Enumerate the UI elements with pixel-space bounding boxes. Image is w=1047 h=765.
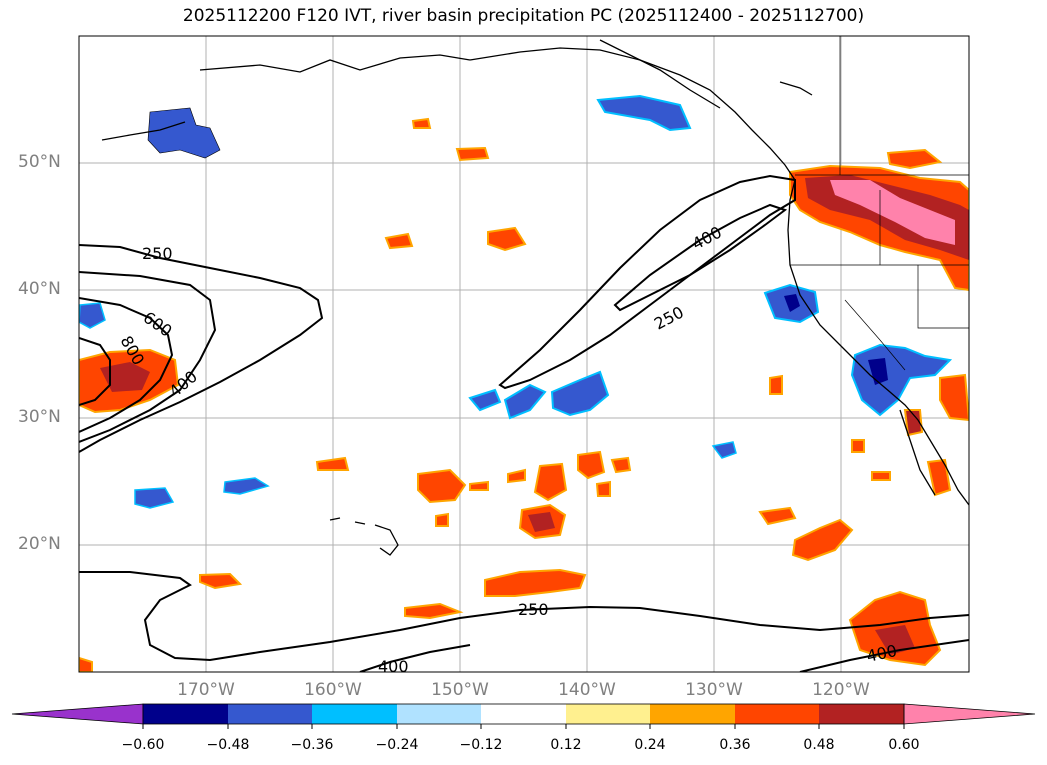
plot-area xyxy=(79,36,969,672)
political-borders xyxy=(790,36,969,371)
colorbar-tick-label: −0.36 xyxy=(290,737,334,753)
colorbar-tick-label: 0.60 xyxy=(888,737,920,753)
colorbar-extend-left xyxy=(11,703,144,725)
colorbar-tick-label: 0.12 xyxy=(550,737,582,753)
coastlines xyxy=(101,39,969,556)
lat-label-40n: 40°N xyxy=(18,279,61,299)
lon-label-120w: 120°W xyxy=(812,680,870,700)
lon-label-140w: 140°W xyxy=(558,680,616,700)
colorbar-tick-label: −0.60 xyxy=(121,737,165,753)
lon-label-130w: 130°W xyxy=(685,680,743,700)
colorbar-segment xyxy=(819,704,904,724)
colorbar-segment xyxy=(481,704,566,724)
lat-label-30n: 30°N xyxy=(18,407,61,427)
lon-label-160w: 160°W xyxy=(304,680,362,700)
colorbar-segment xyxy=(312,704,397,724)
colorbar-tick-label: 0.24 xyxy=(634,737,666,753)
colorbar-tick-label: −0.24 xyxy=(375,737,419,753)
colorbar-outline xyxy=(142,703,905,725)
colorbar-segment xyxy=(735,704,819,724)
colorbar-extend-right xyxy=(903,703,1036,725)
contour-label: 250 xyxy=(518,600,549,619)
lat-label-50n: 50°N xyxy=(18,152,61,172)
colorbar-segment xyxy=(228,704,312,724)
colorbar-segment xyxy=(650,704,735,724)
ivt-contours xyxy=(79,174,969,672)
contour-label: 250 xyxy=(142,244,173,263)
lat-label-20n: 20°N xyxy=(18,534,61,554)
positive-precip-regions xyxy=(79,117,969,672)
lon-label-150w: 150°W xyxy=(431,680,489,700)
colorbar-tick-label: 0.48 xyxy=(803,737,835,753)
colorbar-tick-label: −0.48 xyxy=(206,737,250,753)
colorbar-segment xyxy=(566,704,650,724)
colorbar-segment xyxy=(143,704,228,724)
negative-precip-regions xyxy=(79,94,953,509)
plot-border xyxy=(78,35,970,673)
contour-label: 400 xyxy=(378,657,409,676)
lon-label-170w: 170°W xyxy=(177,680,235,700)
colorbar-segment xyxy=(397,704,481,724)
map-title: 2025112200 F120 IVT, river basin precipi… xyxy=(182,6,865,26)
colorbar xyxy=(11,703,1036,729)
colorbar-tick-label: −0.12 xyxy=(459,737,503,753)
colorbar-tick-label: 0.36 xyxy=(719,737,751,753)
